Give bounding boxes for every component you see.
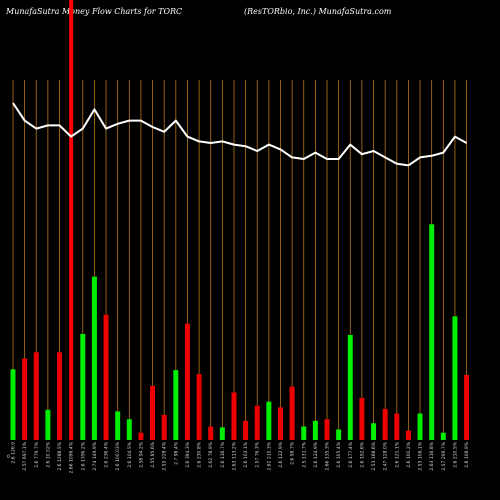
x-tick-label: 2.55 106.1% <box>418 441 424 470</box>
volume-bar <box>301 426 307 440</box>
x-tick-label: 2.53 168.6% <box>371 441 377 470</box>
volume-bar <box>324 419 330 440</box>
volume-bar <box>22 358 28 440</box>
volume-bar <box>266 401 272 440</box>
x-tick-label: 2.6 98.7% <box>290 441 296 465</box>
x-tick-label: 2.66 1096.4% <box>69 441 75 473</box>
volume-bar <box>33 352 39 440</box>
volume-bar <box>161 414 167 440</box>
x-tick-label: 2.6 236.4% <box>104 441 110 467</box>
volume-bar <box>219 427 225 440</box>
volume-bar <box>138 432 144 440</box>
x-tick-label: 2.6 105.4% <box>336 441 342 467</box>
volume-bar <box>336 429 342 440</box>
volume-bar <box>184 323 190 440</box>
volume-bar <box>382 408 388 440</box>
highlight-marker <box>69 0 74 440</box>
volume-bar <box>115 411 121 440</box>
x-tick-label: 2.6 394.3% <box>185 441 191 467</box>
volume-bar <box>452 316 458 440</box>
price-line <box>12 102 468 167</box>
volume-bar <box>394 413 400 440</box>
x-tick-label: 2.74 149.9% <box>92 441 98 470</box>
x-tick-label: 2.55 228.4% <box>162 441 168 470</box>
volume-bar <box>429 224 435 440</box>
volume-bar <box>347 334 353 440</box>
volume-bar <box>371 423 377 440</box>
x-tick-label: 2.61 210.3% <box>266 441 272 470</box>
volume-bar <box>254 405 260 440</box>
volume-bar <box>243 420 249 440</box>
x-tick-label: 2.62 78.9% <box>208 441 214 467</box>
x-tick-label: 2.57 299.7% <box>441 441 447 470</box>
x-tick-label: 2.6 121.1% <box>394 441 400 467</box>
volume-bar <box>196 374 202 440</box>
x-tick-label: 2.6 177.4% <box>348 441 354 467</box>
volume-bar <box>10 369 16 440</box>
volume-bar <box>277 407 283 440</box>
chart-title-right: (ResTORbio, Inc.) MunafaSutra.com <box>244 7 392 16</box>
x-tick-label: 2.63 116.8% <box>429 441 435 470</box>
grid-lines <box>12 0 467 440</box>
x-tick-label: 2.6 126.9 <box>11 442 17 464</box>
x-tick-label: 2.57 76.3% <box>255 441 261 467</box>
volume-bar <box>57 352 63 440</box>
x-tick-label: 2.6 116.7% <box>220 441 226 467</box>
x-tick-label: 2.6 124.9% <box>313 441 319 467</box>
volume-bar <box>231 392 237 440</box>
volume-bar <box>405 430 411 440</box>
volume-bar <box>126 419 132 440</box>
volume-bar <box>208 426 214 440</box>
x-tick-label: 2.6 1356.2% <box>80 441 86 470</box>
x-tick-label: 2.6 100.03% <box>115 441 121 470</box>
volume-bar <box>45 409 51 440</box>
volume-bar <box>289 386 295 440</box>
x-tick-label: 2.6 779.7% <box>34 441 40 467</box>
volume-bar <box>80 333 86 440</box>
baseline-label: 0 <box>7 454 10 460</box>
volume-bar <box>91 276 97 440</box>
volume-bar <box>440 432 446 440</box>
volume-bars <box>10 224 470 440</box>
volume-bar <box>150 386 156 440</box>
x-tick-label: 2.6 100.2% <box>406 441 412 467</box>
volume-bar <box>173 370 179 440</box>
price-line-path <box>12 102 468 167</box>
x-tick-label: 2.58 94.2% <box>138 441 144 467</box>
volume-bar <box>103 314 109 440</box>
volume-bar <box>464 374 470 440</box>
x-tick-label: 2.6 10.02% <box>45 441 51 467</box>
x-tick-label: 2.6 122.9% <box>278 441 284 467</box>
x-tick-label: 2.57 697.1% <box>22 441 28 470</box>
x-tick-label: 2.6 230.8% <box>197 441 203 467</box>
volume-bar <box>417 413 423 440</box>
x-tick-label: 2.7 98.4% <box>173 441 179 465</box>
x-tick-label: 2.6 1288.5% <box>57 441 63 470</box>
volume-bar <box>312 420 318 440</box>
chart-title-left: MunafaSutra Money Flow Charts for TORC <box>6 7 183 16</box>
x-tick-label: 2.8 108.9% <box>464 441 470 467</box>
x-tick-label: 2.6 103.1% <box>243 441 249 467</box>
x-tick-label: 2.5 131.7% <box>301 441 307 467</box>
x-tick-label: 2.66 135.3% <box>325 441 331 470</box>
x-tick-label: 2.63 113.2% <box>231 441 237 470</box>
x-tick-label: 2.6 210.5% <box>452 441 458 467</box>
chart-header: MunafaSutra Money Flow Charts for TORC (… <box>0 0 500 20</box>
x-axis-labels: 2.6 126.9 2.57 697.1% 2.6 779.7% 2.6 10.02%… <box>7 441 470 473</box>
x-tick-label: 2.47 128.0% <box>383 441 389 470</box>
x-tick-label: 2.6 192.6% <box>359 441 365 467</box>
x-tick-label: 2.55 85.6% <box>150 441 156 467</box>
volume-bar <box>359 397 365 440</box>
x-tick-label: 2.6 104.5% <box>127 441 133 467</box>
